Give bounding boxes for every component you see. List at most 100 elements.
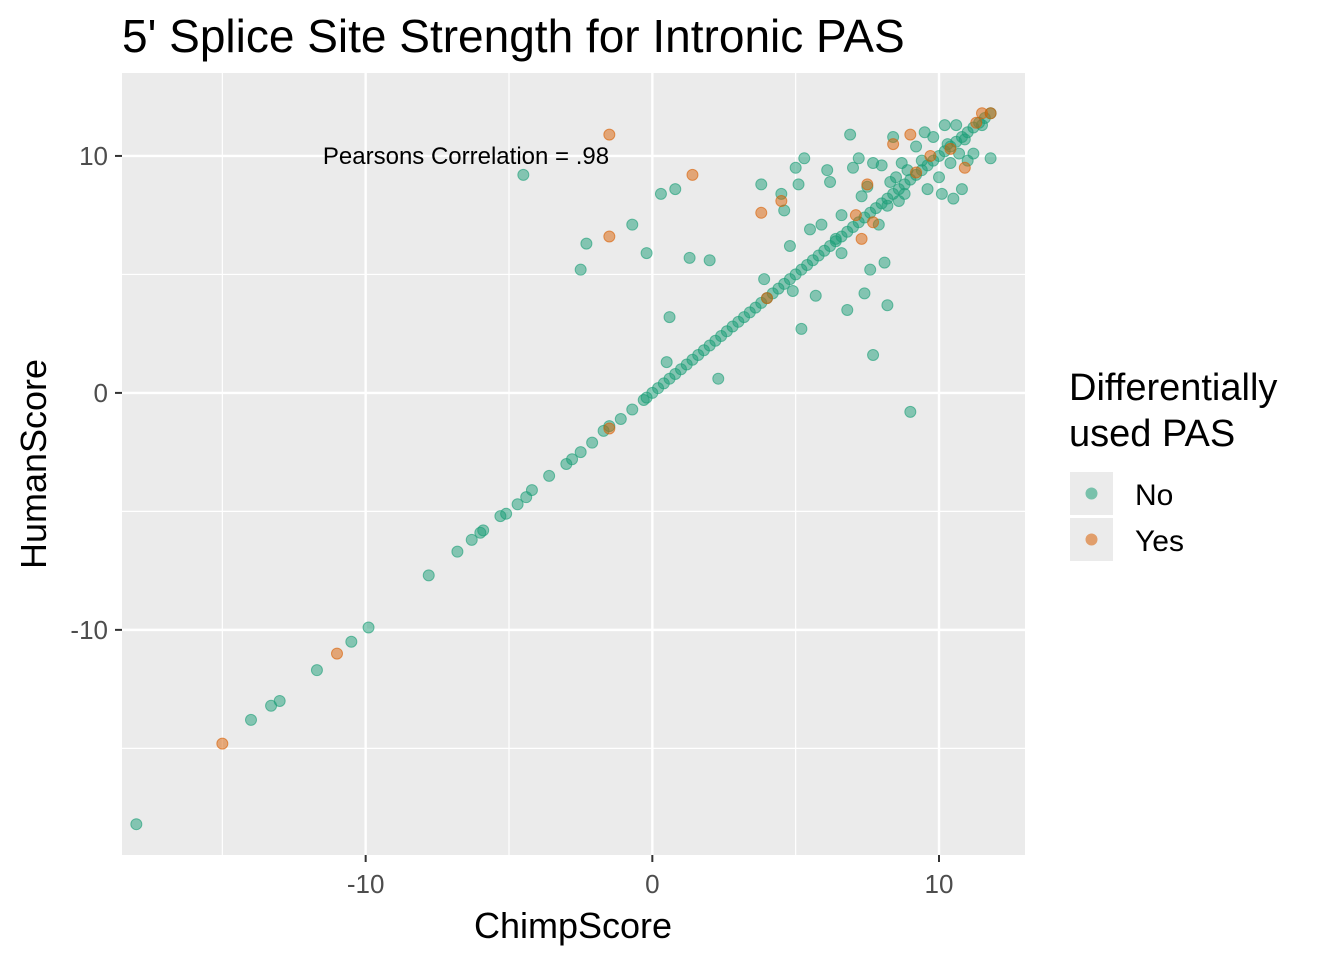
y-tick-label: 0 <box>94 378 108 408</box>
point-no <box>586 436 599 449</box>
point-no <box>795 322 808 335</box>
point-no <box>984 152 997 165</box>
point-no <box>574 263 587 276</box>
y-axis-ticks: -10 0 10 <box>70 141 122 645</box>
point-no <box>580 237 593 250</box>
point-no <box>852 152 865 165</box>
point-no <box>786 285 799 298</box>
point-no <box>465 533 478 546</box>
x-axis-ticks: -10 0 10 <box>347 855 954 899</box>
point-no <box>821 164 834 177</box>
x-tick-label: 0 <box>645 869 659 899</box>
point-yes <box>775 194 788 207</box>
point-no <box>755 178 768 191</box>
point-no <box>955 183 968 196</box>
point-no <box>881 299 894 312</box>
point-no <box>881 199 894 212</box>
point-no <box>669 183 682 196</box>
point-no <box>525 484 538 497</box>
point-no <box>614 412 627 425</box>
point-no <box>867 348 880 361</box>
point-no <box>910 140 923 153</box>
legend-entry-yes: Yes <box>1070 518 1184 561</box>
legend-label-no: No <box>1135 479 1173 512</box>
point-no <box>841 303 854 316</box>
point-no <box>500 507 513 520</box>
point-no <box>875 159 888 172</box>
correlation-annotation: Pearsons Correlation = .98 <box>323 143 609 170</box>
point-yes <box>958 161 971 174</box>
major-gridlines <box>122 73 1025 855</box>
point-yes <box>944 142 957 155</box>
point-no <box>477 524 490 537</box>
chart-title: 5' Splice Site Strength for Intronic PAS <box>122 10 905 62</box>
point-yes <box>904 128 917 141</box>
point-no <box>829 232 842 245</box>
point-no <box>511 498 524 511</box>
point-no <box>789 161 802 174</box>
point-yes <box>887 138 900 151</box>
point-no <box>878 256 891 269</box>
legend-dot-no <box>1085 487 1098 500</box>
point-no <box>640 247 653 260</box>
point-no <box>654 187 667 200</box>
point-no <box>683 251 696 264</box>
point-no <box>935 187 948 200</box>
point-no <box>543 469 556 482</box>
point-yes <box>984 107 997 120</box>
point-no <box>310 664 323 677</box>
y-axis-title: HumanScore <box>13 359 54 569</box>
point-no <box>844 128 857 141</box>
data-points <box>130 107 997 831</box>
point-yes <box>216 737 229 750</box>
point-no <box>947 192 960 205</box>
point-no <box>703 254 716 267</box>
point-no <box>858 287 871 300</box>
point-no <box>566 453 579 466</box>
point-no <box>933 171 945 184</box>
point-yes <box>686 168 699 181</box>
point-yes <box>331 647 343 660</box>
point-no <box>944 157 957 170</box>
point-no <box>904 405 917 418</box>
y-tick-label: 10 <box>79 141 108 171</box>
point-no <box>938 119 951 132</box>
point-no <box>758 273 771 286</box>
point-no <box>835 209 848 222</box>
point-yes <box>603 230 616 243</box>
point-yes <box>849 209 862 222</box>
point-no <box>835 247 848 260</box>
point-no <box>890 171 902 184</box>
legend-entry-no: No <box>1070 472 1173 515</box>
point-yes <box>861 178 874 191</box>
y-tick-label: -10 <box>70 615 108 645</box>
point-yes <box>603 128 616 141</box>
legend: Differentially used PAS No Yes <box>1069 367 1277 561</box>
point-yes <box>603 422 616 435</box>
point-no <box>362 621 375 634</box>
point-no <box>950 119 963 132</box>
point-no <box>130 818 143 831</box>
point-no <box>345 635 358 648</box>
point-no <box>967 147 980 160</box>
legend-label-yes: Yes <box>1135 525 1184 558</box>
point-no <box>626 218 639 231</box>
point-no <box>804 223 816 236</box>
point-yes <box>761 292 773 305</box>
point-no <box>809 289 822 302</box>
point-no <box>422 569 435 582</box>
x-tick-label: -10 <box>347 869 385 899</box>
point-no <box>855 190 868 203</box>
point-no <box>921 183 934 196</box>
point-no <box>626 403 639 416</box>
x-tick-label: 10 <box>925 869 954 899</box>
point-yes <box>867 216 880 229</box>
point-no <box>451 545 464 558</box>
point-no <box>574 446 587 459</box>
point-no <box>712 372 725 385</box>
point-yes <box>970 116 983 129</box>
point-no <box>660 356 673 369</box>
point-no <box>792 178 805 191</box>
point-no <box>898 187 911 200</box>
point-no <box>958 133 971 146</box>
